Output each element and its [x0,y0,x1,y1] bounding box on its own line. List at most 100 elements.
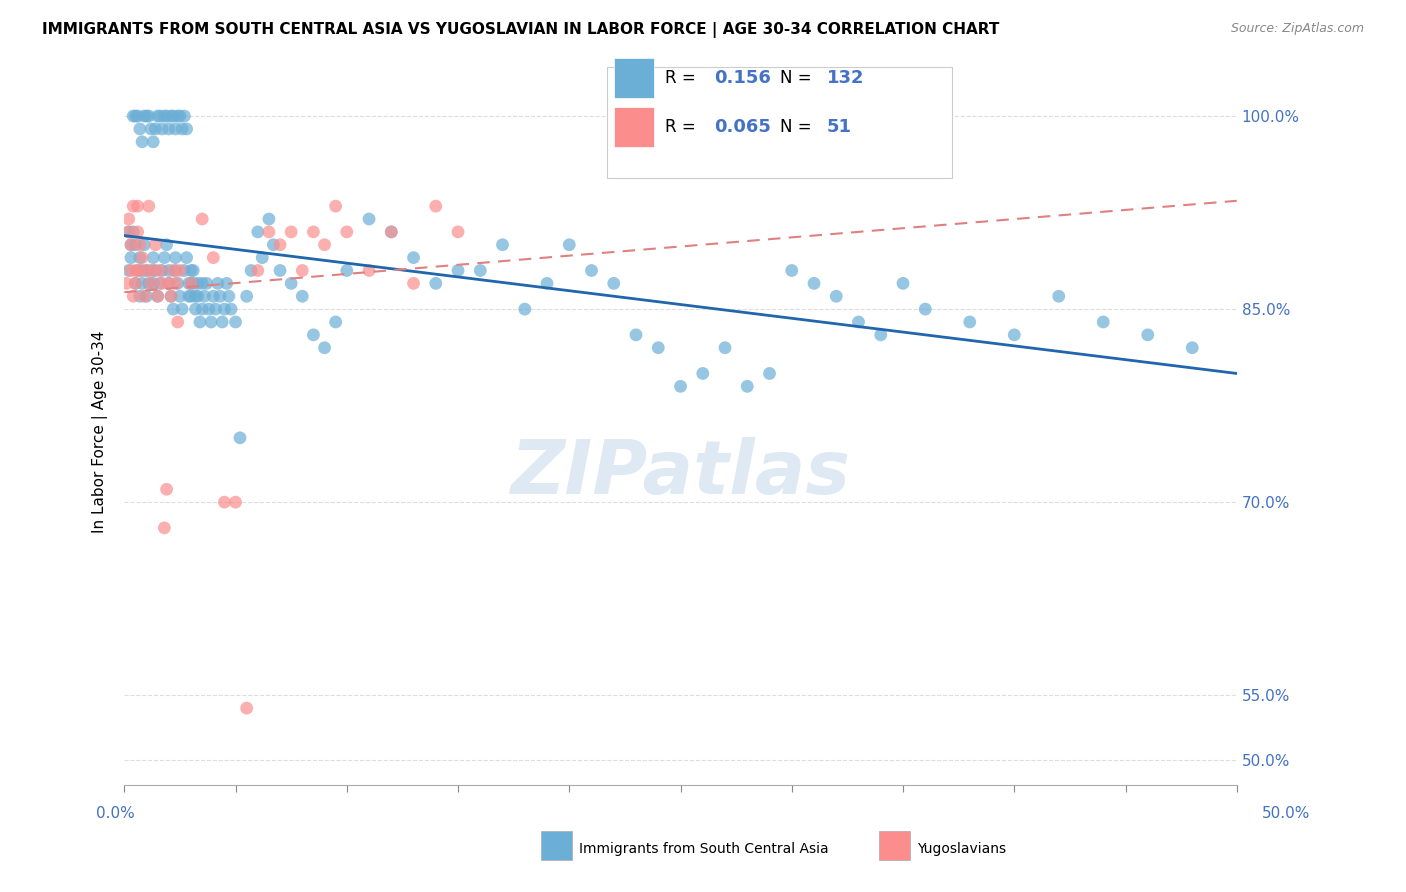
Point [139,122,162,136]
Point [188,315,211,329]
Point [184,302,207,317]
Text: Source: ZipAtlas.com: Source: ZipAtlas.com [1230,22,1364,36]
Point [603,277,626,291]
Text: R =: R = [665,118,702,136]
Text: R =: R = [665,69,702,87]
Text: 50.0%: 50.0% [1263,806,1310,821]
Point [162,109,184,123]
Text: Immigrants from South Central Asia: Immigrants from South Central Asia [579,842,830,856]
Point [155,483,177,497]
Point [780,263,803,277]
Point [165,263,187,277]
Point [235,289,257,303]
Point [214,302,236,317]
Point [291,289,314,303]
Text: N =: N = [780,69,817,87]
Point [157,277,180,291]
Point [208,289,231,303]
Point [124,237,146,252]
Point [314,341,336,355]
Point [193,289,215,303]
Point [120,251,142,265]
Point [246,263,269,277]
Point [357,263,380,277]
Point [1047,289,1070,303]
Point [122,225,145,239]
Point [214,495,236,509]
Point [162,263,184,277]
Point [127,109,149,123]
Point [647,341,669,355]
Point [425,199,447,213]
Point [191,302,214,317]
Point [122,289,145,303]
Point [115,277,138,291]
Point [280,277,302,291]
Point [118,212,141,227]
Point [325,315,347,329]
Point [155,109,177,123]
Point [145,263,167,277]
Point [187,277,209,291]
Point [180,277,202,291]
Point [135,109,157,123]
Point [225,495,247,509]
Text: N =: N = [780,118,817,136]
Point [191,277,214,291]
Text: 51: 51 [827,118,852,136]
Point [180,263,202,277]
Point [166,109,188,123]
Point [134,237,156,252]
Point [225,315,247,329]
Point [124,277,146,291]
Point [624,327,647,342]
Point [166,315,188,329]
Point [153,109,176,123]
Point [124,109,146,123]
Point [165,122,187,136]
Point [291,263,314,277]
Point [848,315,870,329]
Point [139,263,162,277]
Point [149,109,172,123]
Point [869,327,891,342]
Point [145,122,167,136]
Point [138,109,160,123]
Point [120,237,142,252]
Point [149,263,172,277]
Text: 0.156: 0.156 [714,69,770,87]
Point [135,263,157,277]
Point [336,225,359,239]
Point [122,109,145,123]
Point [825,289,848,303]
Point [1181,341,1204,355]
Point [246,225,269,239]
Point [447,263,470,277]
Point [1002,327,1025,342]
Point [336,263,359,277]
Point [581,263,603,277]
Point [325,199,347,213]
Point [252,251,274,265]
Point [470,263,492,277]
Point [149,277,172,291]
Point [204,302,226,317]
Point [191,212,214,227]
Point [131,251,153,265]
Point [153,521,176,535]
Point [257,212,280,227]
Point [758,367,780,381]
Point [173,263,195,277]
Y-axis label: In Labor Force | Age 30-34: In Labor Force | Age 30-34 [93,330,108,533]
Point [959,315,981,329]
Point [146,289,169,303]
Point [302,327,325,342]
Point [157,277,180,291]
Point [269,263,291,277]
Point [146,109,169,123]
Point [131,277,153,291]
Point [127,263,149,277]
Point [169,263,191,277]
Text: 132: 132 [827,69,865,87]
Point [181,277,204,291]
